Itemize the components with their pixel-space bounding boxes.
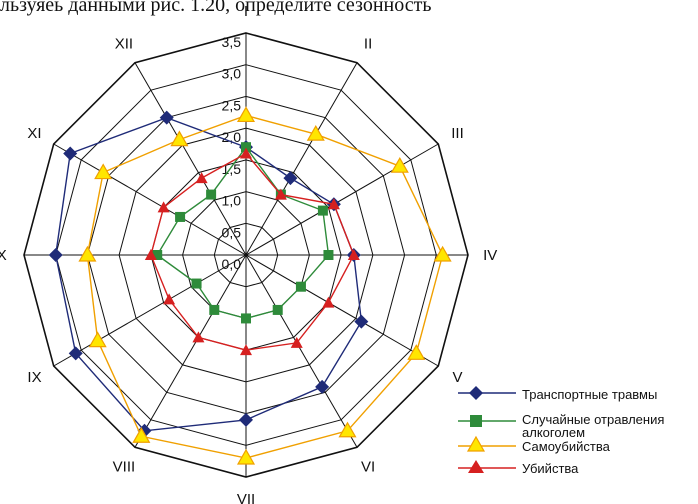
category-label: VI <box>361 459 375 476</box>
legend-swatch-triangle-yellow <box>458 435 516 452</box>
data-point-poisoning <box>152 250 163 260</box>
data-point-suicide <box>132 427 151 443</box>
data-point-transport <box>283 171 298 186</box>
radial-tick-label: 2,0 <box>222 129 242 145</box>
data-point-transport <box>48 248 63 262</box>
category-label: V <box>452 369 462 386</box>
legend-label-suicide: Самоубийства <box>522 439 610 454</box>
data-point-transport <box>354 314 369 329</box>
grid-spoke <box>53 254 247 367</box>
category-label: IV <box>483 247 497 264</box>
category-label: I <box>244 3 248 20</box>
data-point-transport <box>63 146 78 161</box>
data-point-homicide <box>163 293 176 305</box>
data-point-transport <box>239 412 253 427</box>
radial-tick-label: 1,5 <box>222 161 242 177</box>
radial-tick-label: 3,0 <box>222 66 242 82</box>
series-line-transport <box>54 116 363 432</box>
grid-spoke <box>245 62 358 256</box>
data-point-poisoning <box>175 211 186 222</box>
data-point-suicide <box>236 106 256 123</box>
data-point-poisoning <box>323 250 334 260</box>
category-label: III <box>451 125 464 142</box>
data-point-poisoning <box>295 281 306 292</box>
data-point-suicide <box>88 331 107 348</box>
data-point-poisoning <box>209 304 220 315</box>
data-point-homicide <box>290 336 303 348</box>
page-header-text: льзуяеь данными рис. 1.20, определите се… <box>0 0 432 16</box>
grid-spoke <box>134 254 247 448</box>
data-point-poisoning <box>206 189 217 200</box>
data-point-transport <box>315 379 330 394</box>
data-point-homicide <box>195 172 208 184</box>
category-label: XII <box>115 36 133 53</box>
category-label: II <box>364 36 372 53</box>
data-point-suicide <box>306 124 325 141</box>
category-label: X <box>0 247 7 264</box>
data-point-homicide <box>157 201 170 213</box>
data-point-homicide <box>240 147 252 159</box>
data-point-suicide <box>78 245 97 262</box>
legend-label-transport: Транспортные травмы <box>522 387 658 402</box>
data-point-suicide <box>94 163 113 180</box>
legend-swatch-square <box>458 415 516 427</box>
data-point-homicide <box>327 198 340 210</box>
legend-swatch-triangle-red <box>458 460 516 473</box>
series-line-suicide <box>86 114 444 459</box>
data-point-poisoning <box>241 142 251 153</box>
grid-spoke <box>245 143 439 256</box>
data-point-transport <box>159 110 174 125</box>
data-point-homicide <box>274 188 287 200</box>
data-point-poisoning <box>272 304 283 315</box>
grid-spoke <box>134 62 247 256</box>
grid-spoke <box>53 143 247 256</box>
grid-spoke <box>245 254 358 448</box>
category-label: VIII <box>113 459 136 476</box>
data-point-suicide <box>236 448 256 465</box>
radial-tick-label: 3,5 <box>222 34 242 50</box>
category-label: IX <box>27 369 41 386</box>
radial-tick-label: 0,5 <box>222 224 242 240</box>
data-point-transport <box>68 346 83 361</box>
category-label: XI <box>27 125 41 142</box>
legend-label-poisoning-2: алкоголем <box>522 425 586 440</box>
data-point-poisoning <box>241 313 251 324</box>
data-point-suicide <box>338 421 357 438</box>
data-point-poisoning <box>191 278 202 289</box>
legend-label-homicide: Убийства <box>522 461 579 476</box>
data-point-homicide <box>240 344 252 356</box>
data-point-poisoning <box>317 205 328 216</box>
data-point-homicide <box>347 249 360 260</box>
data-point-homicide <box>322 296 335 308</box>
legend-swatch-diamond <box>458 386 516 400</box>
data-point-homicide <box>192 331 205 343</box>
series-line-poisoning <box>156 146 330 320</box>
category-label: VII <box>237 491 255 504</box>
data-point-homicide <box>144 249 157 260</box>
radial-tick-label: 1,0 <box>222 193 242 209</box>
data-point-suicide <box>407 344 426 360</box>
data-point-suicide <box>390 156 409 173</box>
data-point-suicide <box>170 130 189 147</box>
radial-tick-label: 2,5 <box>222 97 242 113</box>
data-point-suicide <box>433 245 452 262</box>
radial-tick-label: 0,0 <box>222 256 242 272</box>
legend-label-poisoning-1: Случайные отравления <box>522 412 665 427</box>
grid-spoke <box>245 254 439 367</box>
